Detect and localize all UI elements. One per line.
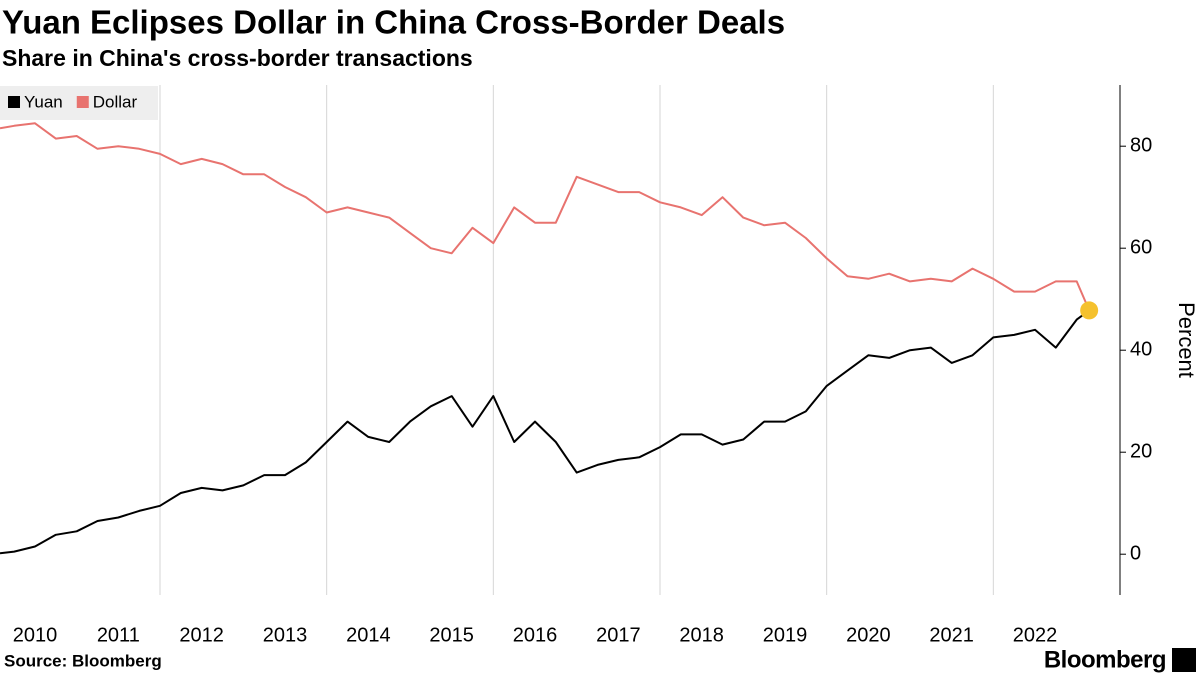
x-tick-label: 2018: [679, 624, 724, 646]
x-tick-label: 2015: [429, 624, 474, 646]
x-tick-label: 2021: [929, 624, 974, 646]
series-line: [0, 309, 1090, 555]
y-tick-label: 40: [1130, 338, 1152, 360]
x-tick-label: 2019: [763, 624, 808, 646]
legend-swatch: [8, 96, 20, 108]
x-tick-label: 2011: [97, 624, 140, 646]
legend-label: Dollar: [93, 92, 138, 111]
x-tick-label: 2022: [1013, 624, 1058, 646]
y-tick-label: 60: [1130, 236, 1152, 258]
brand-icon: [1172, 648, 1196, 672]
x-tick-label: 2012: [179, 624, 224, 646]
y-tick-label: 80: [1130, 134, 1152, 156]
legend-label: Yuan: [24, 92, 63, 111]
highlight-point: [1080, 301, 1099, 320]
x-tick-label: 2017: [596, 624, 641, 646]
x-tick-label: 2010: [13, 624, 58, 646]
legend-swatch: [76, 96, 89, 108]
x-tick-label: 2013: [263, 624, 308, 646]
x-tick-label: 2014: [346, 624, 391, 646]
y-tick-label: 20: [1130, 440, 1152, 462]
x-tick-label: 2016: [513, 624, 558, 646]
series-line: [0, 122, 1091, 311]
chart-subtitle: Share in China's cross-border transactio…: [2, 45, 473, 71]
y-tick-label: 0: [1130, 542, 1141, 564]
chart-title: Yuan Eclipses Dollar in China Cross-Bord…: [2, 4, 785, 41]
y-axis-label: Percent: [1174, 302, 1199, 378]
brand-logo: Bloomberg: [1044, 646, 1166, 673]
x-tick-label: 2020: [846, 624, 891, 646]
source: Source: Bloomberg: [4, 651, 162, 670]
